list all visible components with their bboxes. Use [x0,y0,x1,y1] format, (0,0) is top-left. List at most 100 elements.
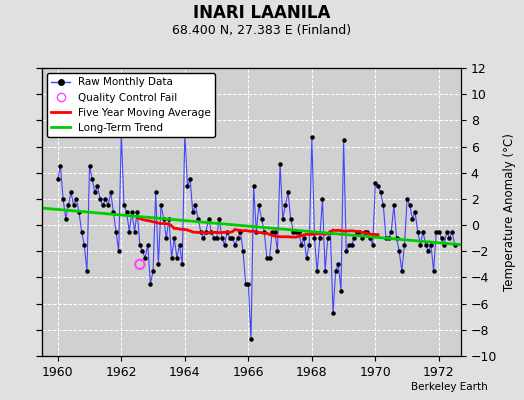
Point [265,255,274,261]
Point [194,215,202,222]
Point [223,228,232,235]
Point [91,189,99,196]
Point [438,235,446,241]
Point [358,235,366,241]
Point [88,176,96,182]
Point [413,228,422,235]
Point [390,202,398,209]
Point [313,268,321,274]
Point [228,235,237,241]
Point [345,242,353,248]
Point [249,183,258,189]
Point [281,202,290,209]
Point [56,163,64,169]
Point [252,228,260,235]
Point [429,268,438,274]
Point [104,202,112,209]
Point [136,261,144,268]
Point [234,235,242,241]
Point [117,130,126,137]
Point [204,215,213,222]
Point [329,310,337,316]
Point [337,287,345,294]
Point [196,228,205,235]
Point [332,268,340,274]
Point [279,215,287,222]
Point [64,202,72,209]
Point [130,228,139,235]
Point [287,215,295,222]
Point [274,248,282,254]
Point [398,268,406,274]
Point [448,228,456,235]
Point [154,261,162,268]
Point [406,202,414,209]
Point [220,242,228,248]
Point [75,209,83,215]
Point [239,248,247,254]
Point [85,163,94,169]
Point [144,242,152,248]
Point [321,268,329,274]
Text: 68.400 N, 27.383 E (Finland): 68.400 N, 27.383 E (Finland) [172,24,352,37]
Point [395,248,403,254]
Point [215,215,223,222]
Point [315,235,324,241]
Legend: Raw Monthly Data, Quality Control Fail, Five Year Moving Average, Long-Term Tren: Raw Monthly Data, Quality Control Fail, … [47,73,215,137]
Point [61,215,70,222]
Point [83,268,91,274]
Point [128,209,136,215]
Point [294,228,303,235]
Point [151,189,160,196]
Point [353,228,361,235]
Point [323,235,332,241]
Point [445,235,454,241]
Point [202,228,210,235]
Point [308,134,316,140]
Point [226,235,234,241]
Point [326,228,334,235]
Point [162,235,170,241]
Point [59,196,67,202]
Point [189,209,197,215]
Point [72,196,81,202]
Point [247,336,255,342]
Point [210,235,218,241]
Point [419,228,427,235]
Point [371,180,379,186]
Point [421,242,430,248]
Point [212,235,221,241]
Point [363,228,372,235]
Point [392,235,401,241]
Point [186,176,194,182]
Point [157,202,165,209]
Point [109,209,117,215]
Point [289,228,298,235]
Point [411,209,419,215]
Point [236,228,245,235]
Y-axis label: Temperature Anomaly (°C): Temperature Anomaly (°C) [503,133,516,291]
Point [80,242,89,248]
Point [167,255,176,261]
Point [112,228,120,235]
Point [374,183,382,189]
Point [424,248,432,254]
Point [355,228,364,235]
Point [318,196,326,202]
Point [242,281,250,287]
Point [300,235,308,241]
Point [270,228,279,235]
Point [347,242,356,248]
Point [123,209,131,215]
Point [276,160,285,167]
Point [292,228,300,235]
Point [101,196,110,202]
Point [427,242,435,248]
Point [146,281,155,287]
Point [255,202,263,209]
Point [451,242,459,248]
Point [408,215,417,222]
Point [125,228,134,235]
Point [368,242,377,248]
Point [99,202,107,209]
